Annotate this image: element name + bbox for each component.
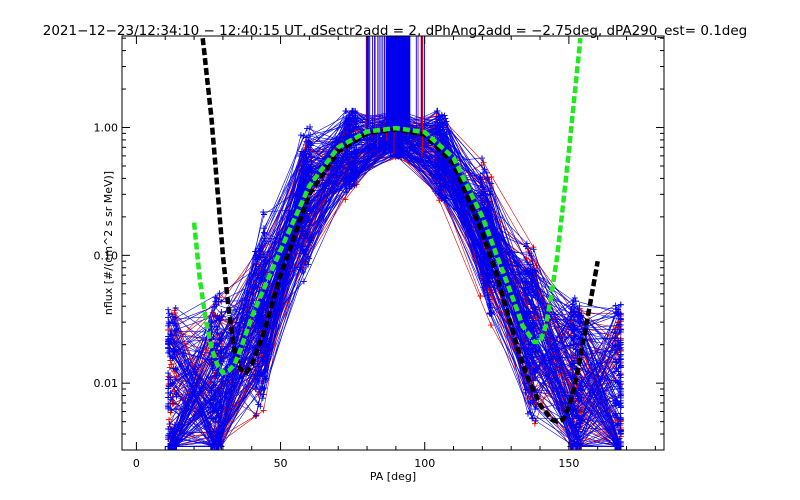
x-tick-label: 0 — [133, 457, 140, 470]
trace-markers-blue — [166, 113, 619, 450]
model-curve-black — [200, 37, 600, 424]
peak-spike-lines — [365, 36, 425, 158]
chart-title: 2021−12−23/12:34:10 − 12:40:15 UT, dSect… — [43, 23, 748, 39]
trace-blue — [171, 118, 617, 447]
x-tick-label: 150 — [558, 457, 579, 470]
x-axis-label: PA [deg] — [370, 470, 416, 483]
plot-frame — [121, 35, 665, 451]
y-tick-label: 0.10 — [94, 249, 119, 262]
model-curve-green — [191, 37, 583, 376]
x-tick-label: 100 — [414, 457, 435, 470]
trace-markers-red — [168, 118, 619, 450]
y-tick-label: 0.01 — [94, 377, 119, 390]
y-axis-label: nflux [#/(cm^2 s sr MeV)] — [102, 171, 115, 315]
axes: 0 50 100 150 0.01 0.10 1.00 — [94, 36, 664, 470]
y-tick-label: 1.00 — [94, 122, 119, 135]
trace-blue — [169, 123, 617, 436]
x-tick-label: 50 — [274, 457, 288, 470]
spike-band — [385, 36, 411, 131]
plot-area — [165, 36, 624, 450]
